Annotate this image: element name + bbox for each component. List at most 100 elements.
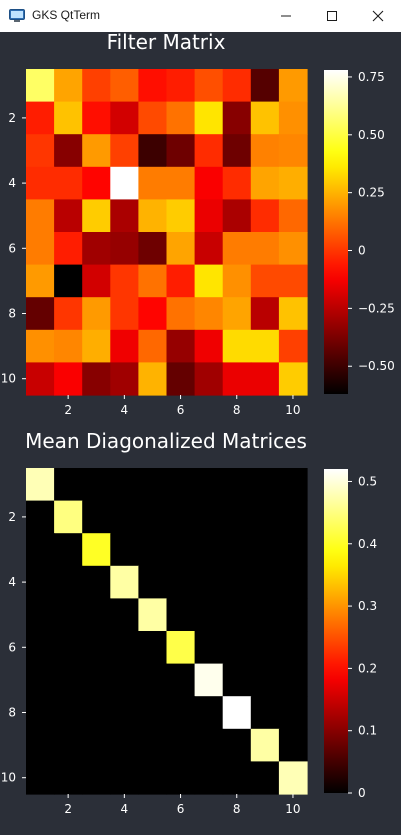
heatmap-cell	[54, 631, 83, 665]
heatmap-cell	[26, 663, 55, 697]
heatmap-cell	[26, 696, 55, 730]
x-tick-label: 4	[121, 403, 129, 417]
heatmap-cell	[222, 565, 252, 599]
heatmap-cell	[138, 69, 168, 103]
heatmap-cell	[194, 533, 224, 567]
heatmap-cell	[110, 696, 139, 730]
heatmap-cell	[110, 533, 139, 567]
x-tick-label: 4	[121, 802, 129, 816]
colorbar-tick-label: 0.75	[358, 70, 385, 84]
heatmap-cell	[222, 101, 252, 135]
maximize-button[interactable]	[309, 0, 355, 32]
heatmap-cell	[250, 728, 280, 762]
window-titlebar[interactable]: GKS QtTerm	[0, 0, 401, 33]
colorbar-tick-label: 0.2	[358, 661, 377, 675]
y-tick-label: 4	[8, 176, 16, 190]
y-tick-label: 2	[8, 510, 16, 524]
heatmap-cell	[166, 297, 196, 331]
heatmap-cell	[138, 598, 168, 632]
heatmap-cell	[82, 362, 111, 396]
heatmap-cell	[194, 631, 224, 665]
heatmap-cell	[194, 468, 224, 502]
heatmap-cell	[110, 500, 139, 534]
heatmap-cell	[250, 166, 280, 200]
chart-title: Filter Matrix	[107, 32, 226, 54]
y-tick-label: 6	[8, 640, 16, 654]
heatmap-cell	[194, 101, 224, 135]
heatmap-cell	[54, 598, 83, 632]
heatmap-cell	[110, 69, 139, 103]
heatmap-cell	[110, 199, 139, 233]
heatmap-cell	[82, 761, 111, 795]
heatmap-cell	[82, 329, 111, 363]
heatmap-cell	[26, 264, 55, 298]
heatmap-cell	[194, 134, 224, 168]
heatmap-cell	[166, 696, 196, 730]
heatmap-cell	[278, 533, 308, 567]
heatmap-cell	[278, 329, 308, 363]
chart-title: Mean Diagonalized Matrices	[25, 429, 307, 453]
heatmap-cell	[138, 663, 168, 697]
colorbar-tick-label: 0.4	[358, 537, 377, 551]
heatmap-cell	[250, 264, 280, 298]
heatmap-cell	[110, 663, 139, 697]
terminal-app-icon	[9, 8, 25, 22]
heatmap-cell	[222, 264, 252, 298]
heatmap-cell	[166, 232, 196, 266]
heatmap-cell	[26, 362, 55, 396]
colorbar	[324, 70, 348, 394]
x-tick-label: 6	[177, 403, 185, 417]
heatmap-cell	[278, 362, 308, 396]
heatmap-cell	[82, 101, 111, 135]
colorbar-tick-label: 0	[358, 786, 366, 800]
heatmap-cell	[194, 166, 224, 200]
heatmap-cell	[54, 533, 83, 567]
heatmap-cell	[194, 232, 224, 266]
heatmap-cell	[194, 663, 224, 697]
heatmap-cell	[26, 134, 55, 168]
y-tick-label: 6	[8, 241, 16, 255]
heatmap-cell	[278, 134, 308, 168]
colorbar-tick-label: −0.25	[358, 301, 395, 315]
heatmap-cell	[54, 69, 83, 103]
heatmap-panel-2: Mean Diagonalized Matrices 2 4 6 8 10 2 4 6 8 10 0 0…	[1, 429, 377, 816]
y-tick-label: 8	[8, 307, 16, 321]
heatmap-cell	[166, 166, 196, 200]
heatmap-cell	[82, 69, 111, 103]
heatmap-cell	[278, 631, 308, 665]
heatmap-cell	[222, 297, 252, 331]
y-tick-label: 10	[1, 771, 16, 785]
close-button[interactable]	[355, 0, 401, 32]
heatmap-cell	[138, 134, 168, 168]
heatmap-cell	[278, 663, 308, 697]
heatmap-cell	[110, 631, 139, 665]
heatmap-cell	[250, 134, 280, 168]
heatmap-cell	[278, 199, 308, 233]
heatmap-cell	[166, 565, 196, 599]
heatmap-cell	[138, 101, 168, 135]
heatmap-cell	[250, 500, 280, 534]
heatmap-cell	[222, 468, 252, 502]
heatmap-cell	[26, 69, 55, 103]
heatmap-cell	[250, 761, 280, 795]
heatmap-cell	[278, 232, 308, 266]
heatmap-cell	[138, 166, 168, 200]
minimize-button[interactable]	[263, 0, 309, 32]
heatmap-cell	[222, 166, 252, 200]
heatmap-cell	[26, 101, 55, 135]
heatmap-cell	[54, 761, 83, 795]
x-tick-label: 8	[233, 403, 241, 417]
heatmap-cell	[222, 134, 252, 168]
heatmap-panel-1: Filter Matrix 2 4 6 8 10 2 4 6 8 10 −0.50 −0.25 0 0.25…	[1, 30, 395, 417]
heatmap-cell	[138, 362, 168, 396]
plot-canvas: Filter Matrix 2 4 6 8 10 2 4 6 8 10 −0.50 −0.25 0 0.25…	[0, 30, 401, 831]
heatmap-cell	[278, 297, 308, 331]
heatmap-cell	[222, 69, 252, 103]
colorbar-tick-label: 0.25	[358, 186, 385, 200]
heatmap-cell	[54, 565, 83, 599]
heatmap-cell	[54, 362, 83, 396]
heatmap-cell	[194, 199, 224, 233]
heatmap-cell	[54, 101, 83, 135]
heatmap-cell	[166, 329, 196, 363]
x-tick-label: 6	[177, 802, 185, 816]
